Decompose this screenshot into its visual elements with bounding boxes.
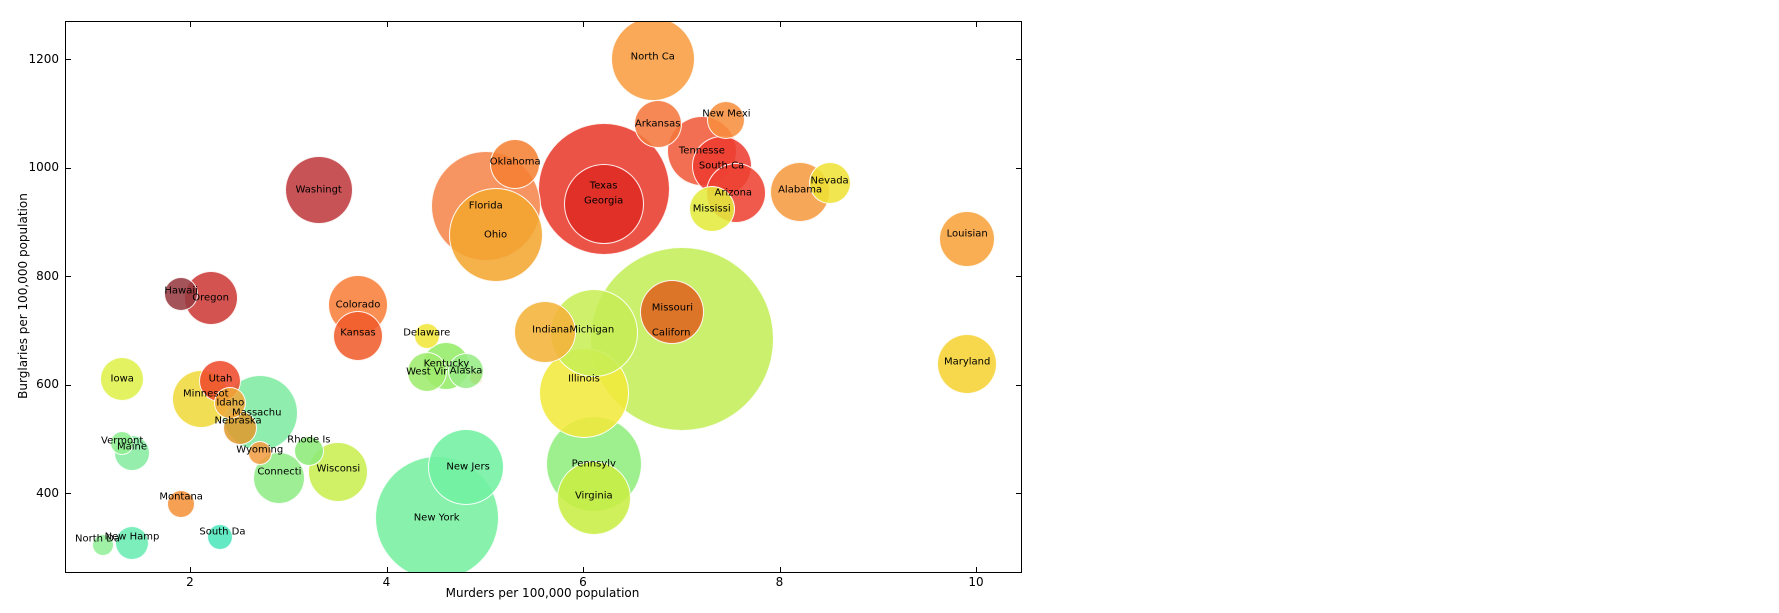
x-tick-bottom-10 [976, 567, 978, 572]
bubble-virginia [556, 460, 631, 535]
bubble-georgia [563, 163, 644, 244]
x-tick-bottom-6 [583, 567, 585, 572]
bubble-rhode-is [293, 436, 324, 467]
x-tick-top-6 [583, 22, 585, 27]
bubble-west-vir [406, 351, 447, 392]
bubble-nebraska [223, 410, 258, 445]
bubble-indiana [513, 300, 576, 363]
bubble-nevada [808, 162, 851, 205]
y-tick-right-600 [1016, 384, 1021, 386]
x-tick-label-8: 8 [775, 575, 784, 589]
x-tick-label-6: 6 [579, 575, 587, 589]
y-axis-label: Burglaries per 100,000 population [16, 193, 30, 399]
bubble-maryland [937, 333, 998, 394]
bubble-south-da [207, 523, 234, 550]
x-tick-label-10: 10 [968, 575, 984, 589]
bubble-arkansas [633, 99, 682, 148]
bubble-delaware [413, 323, 440, 350]
x-tick-bottom-8 [779, 567, 781, 572]
bubble-mississi [688, 186, 735, 233]
bubble-vermont [110, 430, 135, 455]
bubble-oklahoma [490, 139, 541, 190]
x-tick-top-8 [779, 22, 781, 27]
x-tick-top-4 [386, 22, 388, 27]
bubble-idaho [214, 386, 247, 419]
x-axis-label: Murders per 100,000 population [445, 586, 640, 600]
bubble-north-ca [610, 22, 695, 101]
x-tick-label-2: 2 [186, 575, 194, 589]
bubble-kansas [333, 311, 383, 362]
bubble-north-da [91, 533, 114, 556]
bubble-ohio [448, 188, 543, 283]
y-tick-right-1000 [1016, 167, 1021, 169]
plot-area: North Ca Arkansas New Mexi Oklahoma Texas Geo… [65, 21, 1022, 573]
x-tick-label-4: 4 [382, 575, 391, 589]
bubble-alaska [448, 352, 485, 389]
y-tick-label-800: 800 [36, 268, 59, 283]
y-tick-label-600: 600 [36, 377, 59, 392]
bubble-iowa [100, 356, 145, 401]
y-tick-right-400 [1016, 493, 1021, 495]
bubble-hawaii [164, 276, 199, 311]
y-tick-left-800 [66, 276, 71, 278]
bubble-louisian [939, 210, 996, 267]
bubble-washingt [284, 156, 353, 225]
y-tick-left-1200 [66, 59, 71, 61]
y-tick-left-1000 [66, 167, 71, 169]
bubble-new-jers [428, 428, 505, 505]
y-tick-label-400: 400 [36, 485, 59, 500]
bubble-new-hamp [115, 525, 150, 560]
y-tick-label-1200: 1200 [28, 51, 59, 66]
y-tick-right-800 [1016, 276, 1021, 278]
x-tick-top-10 [976, 22, 978, 27]
bubble-montana [167, 489, 196, 518]
x-tick-bottom-4 [386, 567, 388, 572]
x-tick-bottom-2 [190, 567, 192, 572]
x-tick-top-2 [190, 22, 192, 27]
y-tick-left-400 [66, 493, 71, 495]
bubble-new-mexi [707, 101, 746, 140]
y-tick-left-600 [66, 384, 71, 386]
y-tick-right-1200 [1016, 59, 1021, 61]
bubble-missouri [640, 280, 705, 345]
y-tick-label-1000: 1000 [28, 160, 59, 175]
bubble-wyoming [247, 440, 272, 465]
